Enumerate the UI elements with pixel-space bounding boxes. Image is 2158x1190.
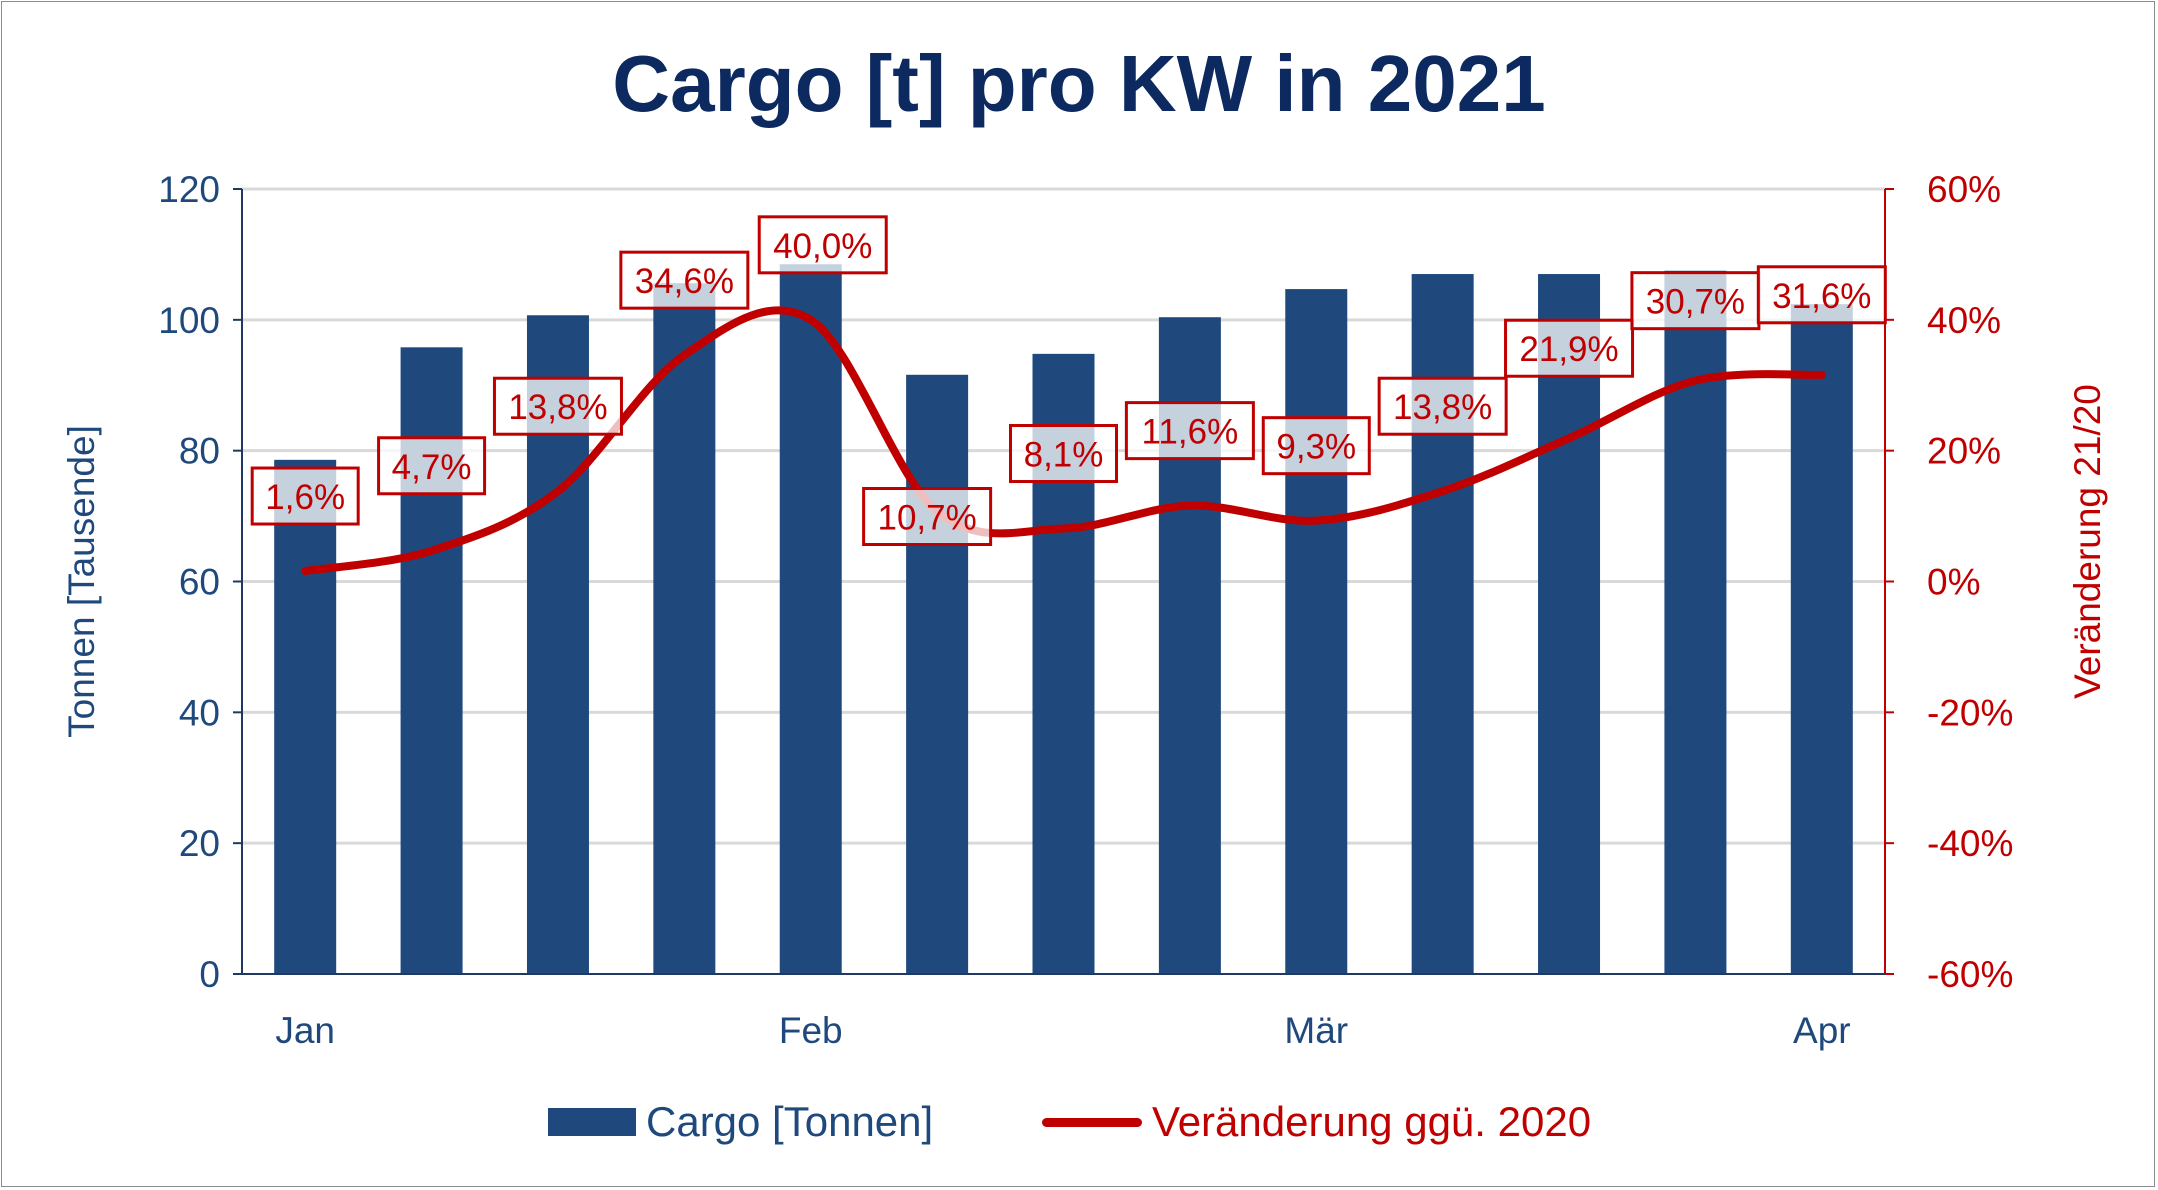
data-label-box bbox=[1124, 401, 1255, 461]
data-label: 4,7% bbox=[392, 448, 472, 487]
data-label: 31,6% bbox=[1772, 277, 1871, 316]
data-label-box bbox=[1630, 271, 1761, 331]
y-right-tick-label: 40% bbox=[1927, 300, 2001, 341]
data-label-box bbox=[492, 376, 623, 436]
x-tick-label: Feb bbox=[779, 1010, 843, 1051]
legend-label-cargo: Cargo [Tonnen] bbox=[646, 1098, 934, 1145]
x-tick-label: Apr bbox=[1793, 1010, 1851, 1051]
legend-swatch-line bbox=[1042, 1117, 1142, 1127]
legend-item-cargo: Cargo [Tonnen] bbox=[548, 1097, 933, 1147]
y-right-tick-label: 20% bbox=[1927, 431, 2001, 472]
bar bbox=[274, 459, 337, 974]
bar bbox=[1285, 289, 1348, 974]
bar bbox=[653, 283, 716, 974]
y-left-tick-label: 120 bbox=[158, 169, 220, 210]
data-label: 9,3% bbox=[1276, 428, 1356, 467]
y-right-tick-label: -20% bbox=[1927, 692, 2013, 733]
data-label: 1,6% bbox=[265, 478, 345, 517]
data-label: 34,6% bbox=[635, 262, 734, 301]
data-label: 30,7% bbox=[1646, 283, 1745, 322]
legend-label-change: Veränderung ggü. 2020 bbox=[1152, 1098, 1592, 1145]
y-left-tick-label: 80 bbox=[179, 431, 220, 472]
data-label: 13,8% bbox=[1393, 388, 1492, 427]
data-label-box bbox=[619, 250, 750, 310]
data-label-box bbox=[1009, 424, 1118, 484]
bar bbox=[1790, 304, 1853, 975]
y-left-tick-label: 20 bbox=[179, 823, 220, 864]
data-label-box bbox=[757, 215, 888, 275]
bar bbox=[779, 264, 842, 975]
chart-title: Cargo [t] pro KW in 2021 bbox=[612, 39, 1546, 128]
data-label-box bbox=[1756, 265, 1887, 325]
bar bbox=[906, 374, 969, 974]
y-left-axis-title: Tonnen [Tausende] bbox=[61, 425, 102, 738]
data-label: 13,8% bbox=[508, 388, 607, 427]
data-label: 40,0% bbox=[773, 227, 872, 266]
data-label: 8,1% bbox=[1024, 436, 1104, 475]
y-right-axis-title: Veränderung 21/20 bbox=[2067, 384, 2108, 699]
data-label-box bbox=[862, 487, 993, 547]
data-label-box bbox=[250, 466, 360, 526]
bar bbox=[1538, 274, 1601, 975]
y-right-tick-label: -60% bbox=[1927, 954, 2013, 995]
legend-swatch-bar bbox=[548, 1108, 636, 1136]
data-label: 21,9% bbox=[1519, 330, 1618, 369]
data-label-box bbox=[1261, 416, 1371, 476]
x-tick-label: Jan bbox=[275, 1010, 335, 1051]
data-label-box bbox=[377, 436, 487, 496]
y-right-tick-label: -40% bbox=[1927, 823, 2013, 864]
data-label: 11,6% bbox=[1142, 413, 1239, 452]
legend-item-change: Veränderung ggü. 2020 bbox=[1042, 1097, 1591, 1147]
y-left-tick-label: 60 bbox=[179, 562, 220, 603]
y-left-tick-label: 0 bbox=[199, 954, 220, 995]
data-label-box bbox=[1504, 318, 1635, 378]
x-tick-label: Mär bbox=[1284, 1010, 1348, 1051]
data-label: 10,7% bbox=[877, 499, 976, 538]
data-label-box bbox=[1377, 376, 1508, 436]
change-line bbox=[301, 306, 1826, 576]
y-left-tick-label: 100 bbox=[158, 300, 220, 341]
y-right-tick-label: 60% bbox=[1927, 169, 2001, 210]
y-left-tick-label: 40 bbox=[179, 692, 220, 733]
y-right-tick-label: 0% bbox=[1927, 562, 1980, 603]
